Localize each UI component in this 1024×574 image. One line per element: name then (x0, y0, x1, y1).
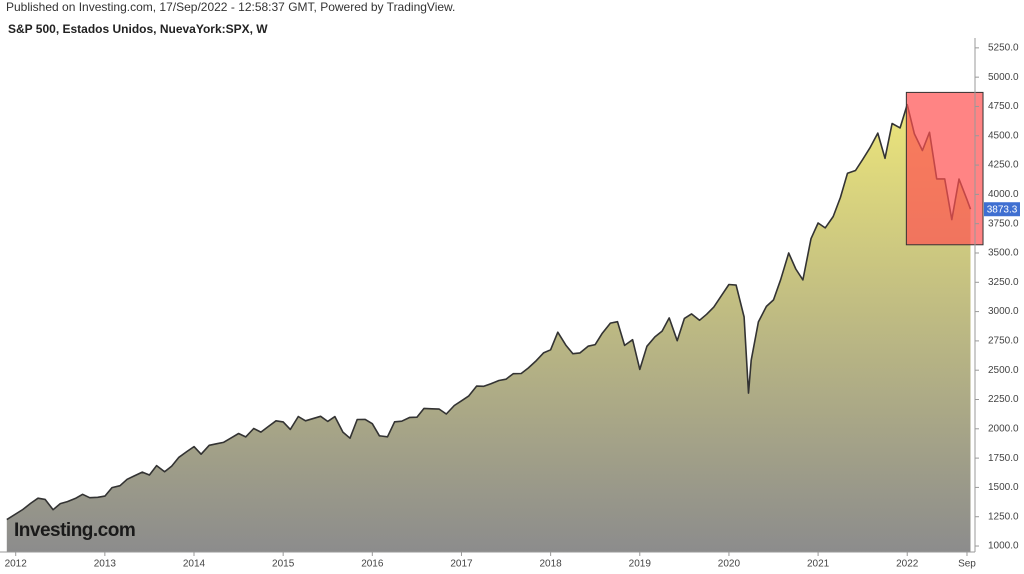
price-line (6, 103, 972, 521)
y-tick-label: 3000.0 (988, 306, 1019, 317)
y-tick-label: 4000.0 (988, 189, 1019, 200)
last-value-label: 3873.3 (987, 204, 1018, 215)
x-tick-label: 2020 (718, 559, 741, 570)
y-tick-label: 4250.0 (988, 160, 1019, 171)
x-tick-label: Sep (958, 559, 976, 570)
y-tick-label: 1250.0 (988, 511, 1019, 522)
x-tick-label: 2013 (94, 559, 117, 570)
highlight-box (905, 91, 984, 246)
y-tick-label: 2000.0 (988, 423, 1019, 434)
x-tick-label: 2018 (540, 559, 563, 570)
y-tick-label: 1500.0 (988, 482, 1019, 493)
chart-title: S&P 500, Estados Unidos, NuevaYork:SPX, … (8, 22, 268, 36)
x-tick-label: 2017 (450, 559, 473, 570)
x-tick-label: 2019 (629, 559, 652, 570)
y-tick-label: 5000.0 (988, 72, 1019, 83)
area-fill (6, 104, 971, 552)
last-value-box (984, 202, 1020, 217)
x-tick-label: 2016 (361, 559, 384, 570)
x-tick-label: 2022 (896, 559, 919, 570)
published-note: Published on Investing.com, 17/Sep/2022 … (6, 0, 455, 14)
y-tick-label: 4500.0 (988, 130, 1019, 141)
x-tick-label: 2021 (807, 559, 830, 570)
y-tick-label: 1000.0 (988, 541, 1019, 552)
x-tick-label: 2015 (272, 559, 295, 570)
y-tick-label: 4750.0 (988, 101, 1019, 112)
x-tick-label: 2012 (5, 559, 28, 570)
y-tick-label: 2500.0 (988, 365, 1019, 376)
y-tick-label: 5250.0 (988, 43, 1019, 54)
y-tick-label: 3250.0 (988, 277, 1019, 288)
y-tick-label: 3750.0 (988, 218, 1019, 229)
y-tick-label: 1750.0 (988, 453, 1019, 464)
watermark: Investing.com (14, 520, 135, 541)
y-tick-label: 2250.0 (988, 394, 1019, 405)
y-tick-label: 3500.0 (988, 248, 1019, 259)
x-tick-label: 2014 (183, 559, 206, 570)
y-tick-label: 2750.0 (988, 336, 1019, 347)
